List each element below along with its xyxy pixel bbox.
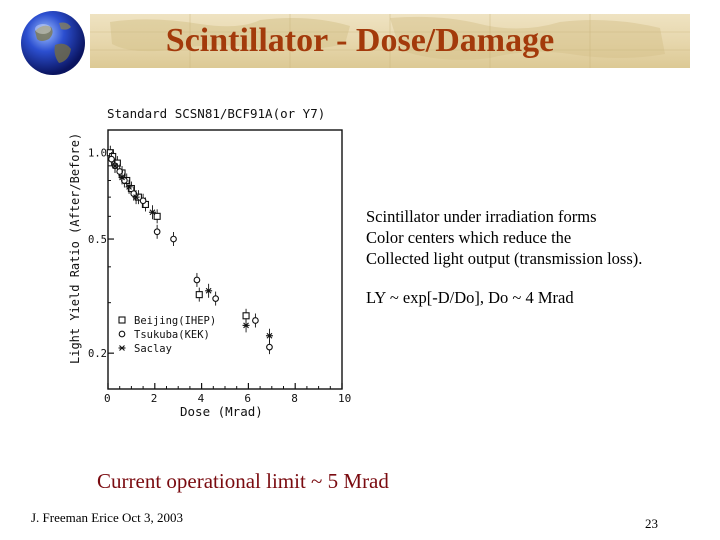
data-point [195,291,203,299]
data-point [132,194,140,201]
data-point [153,228,161,236]
data-point [130,190,138,197]
asterisk-stroke [243,322,249,329]
asterisk-stroke [119,174,125,181]
data-point [148,209,156,216]
data-point [252,317,259,324]
title-banner [90,14,690,68]
y-tick-label: 0.5 [88,234,107,246]
data-points [106,145,273,355]
x-tick-label: 2 [151,392,158,405]
asterisk-stroke [149,209,156,216]
operational-limit-text: Current operational limit ~ 5 Mrad [97,469,389,493]
legend-label: Tsukuba(KEK) [134,329,210,341]
data-point [170,235,177,243]
data-point [212,295,219,302]
chart-title: Standard SCSN81/BCF91A(or Y7) [107,106,325,121]
legend-label: Saclay [134,343,172,355]
legend-label: Beijing(IHEP) [134,315,216,327]
asterisk-stroke [119,345,125,351]
data-point [118,174,126,181]
chart-legend: Beijing(IHEP) Tsukuba(KEK) Saclay [118,315,216,355]
page-number: 23 [645,516,658,531]
dose-damage-scatter-plot: Standard SCSN81/BCF91A(or Y7) Light Yiel… [62,96,362,426]
data-point [242,322,250,329]
x-tick-label: 10 [338,392,351,405]
data-point [116,168,124,175]
legend-marker [118,330,126,338]
asterisk-stroke [126,184,132,190]
world-map-decoration [90,14,690,68]
data-point [139,197,147,205]
tick-labels: 0 2 4 6 8 10 1.0 0.5 0.2 [88,148,351,405]
y-tick-label: 1.0 [88,148,107,160]
y-tick-label: 0.2 [88,348,107,360]
data-point [242,312,250,320]
data-point [193,276,201,284]
footer-author-date: J. Freeman Erice Oct 3, 2003 [31,510,183,525]
irradiation-description: Scintillator under irradiation forms Col… [366,206,711,269]
x-tick-label: 6 [244,392,251,405]
x-axis-label: Dose (Mrad) [180,404,263,419]
data-point [266,343,273,351]
asterisk-stroke [133,194,139,201]
description-line: Scintillator under irradiation forms [366,207,597,226]
asterisk-stroke [205,287,212,294]
data-point [125,184,133,190]
x-tick-label: 8 [291,392,298,405]
asterisk-stroke [112,162,118,169]
asterisk-stroke [266,332,273,339]
description-line: Collected light output (transmission los… [366,249,643,268]
description-line: Color centers which reduce the [366,228,572,247]
x-tick-label: 0 [104,392,111,405]
data-point [111,162,119,169]
light-yield-formula: LY ~ exp[-D/Do], Do ~ 4 Mrad [366,288,574,307]
data-point [205,287,213,294]
slide-title: Scintillator - Dose/Damage [165,22,555,59]
data-point [265,332,273,339]
x-tick-label: 4 [198,392,205,405]
y-axis-label: Light Yield Ratio (After/Before) [68,133,82,364]
data-point [108,155,115,163]
legend-marker [118,345,126,351]
globe-icon [21,11,85,75]
legend-marker [118,316,126,324]
data-point [153,212,161,220]
